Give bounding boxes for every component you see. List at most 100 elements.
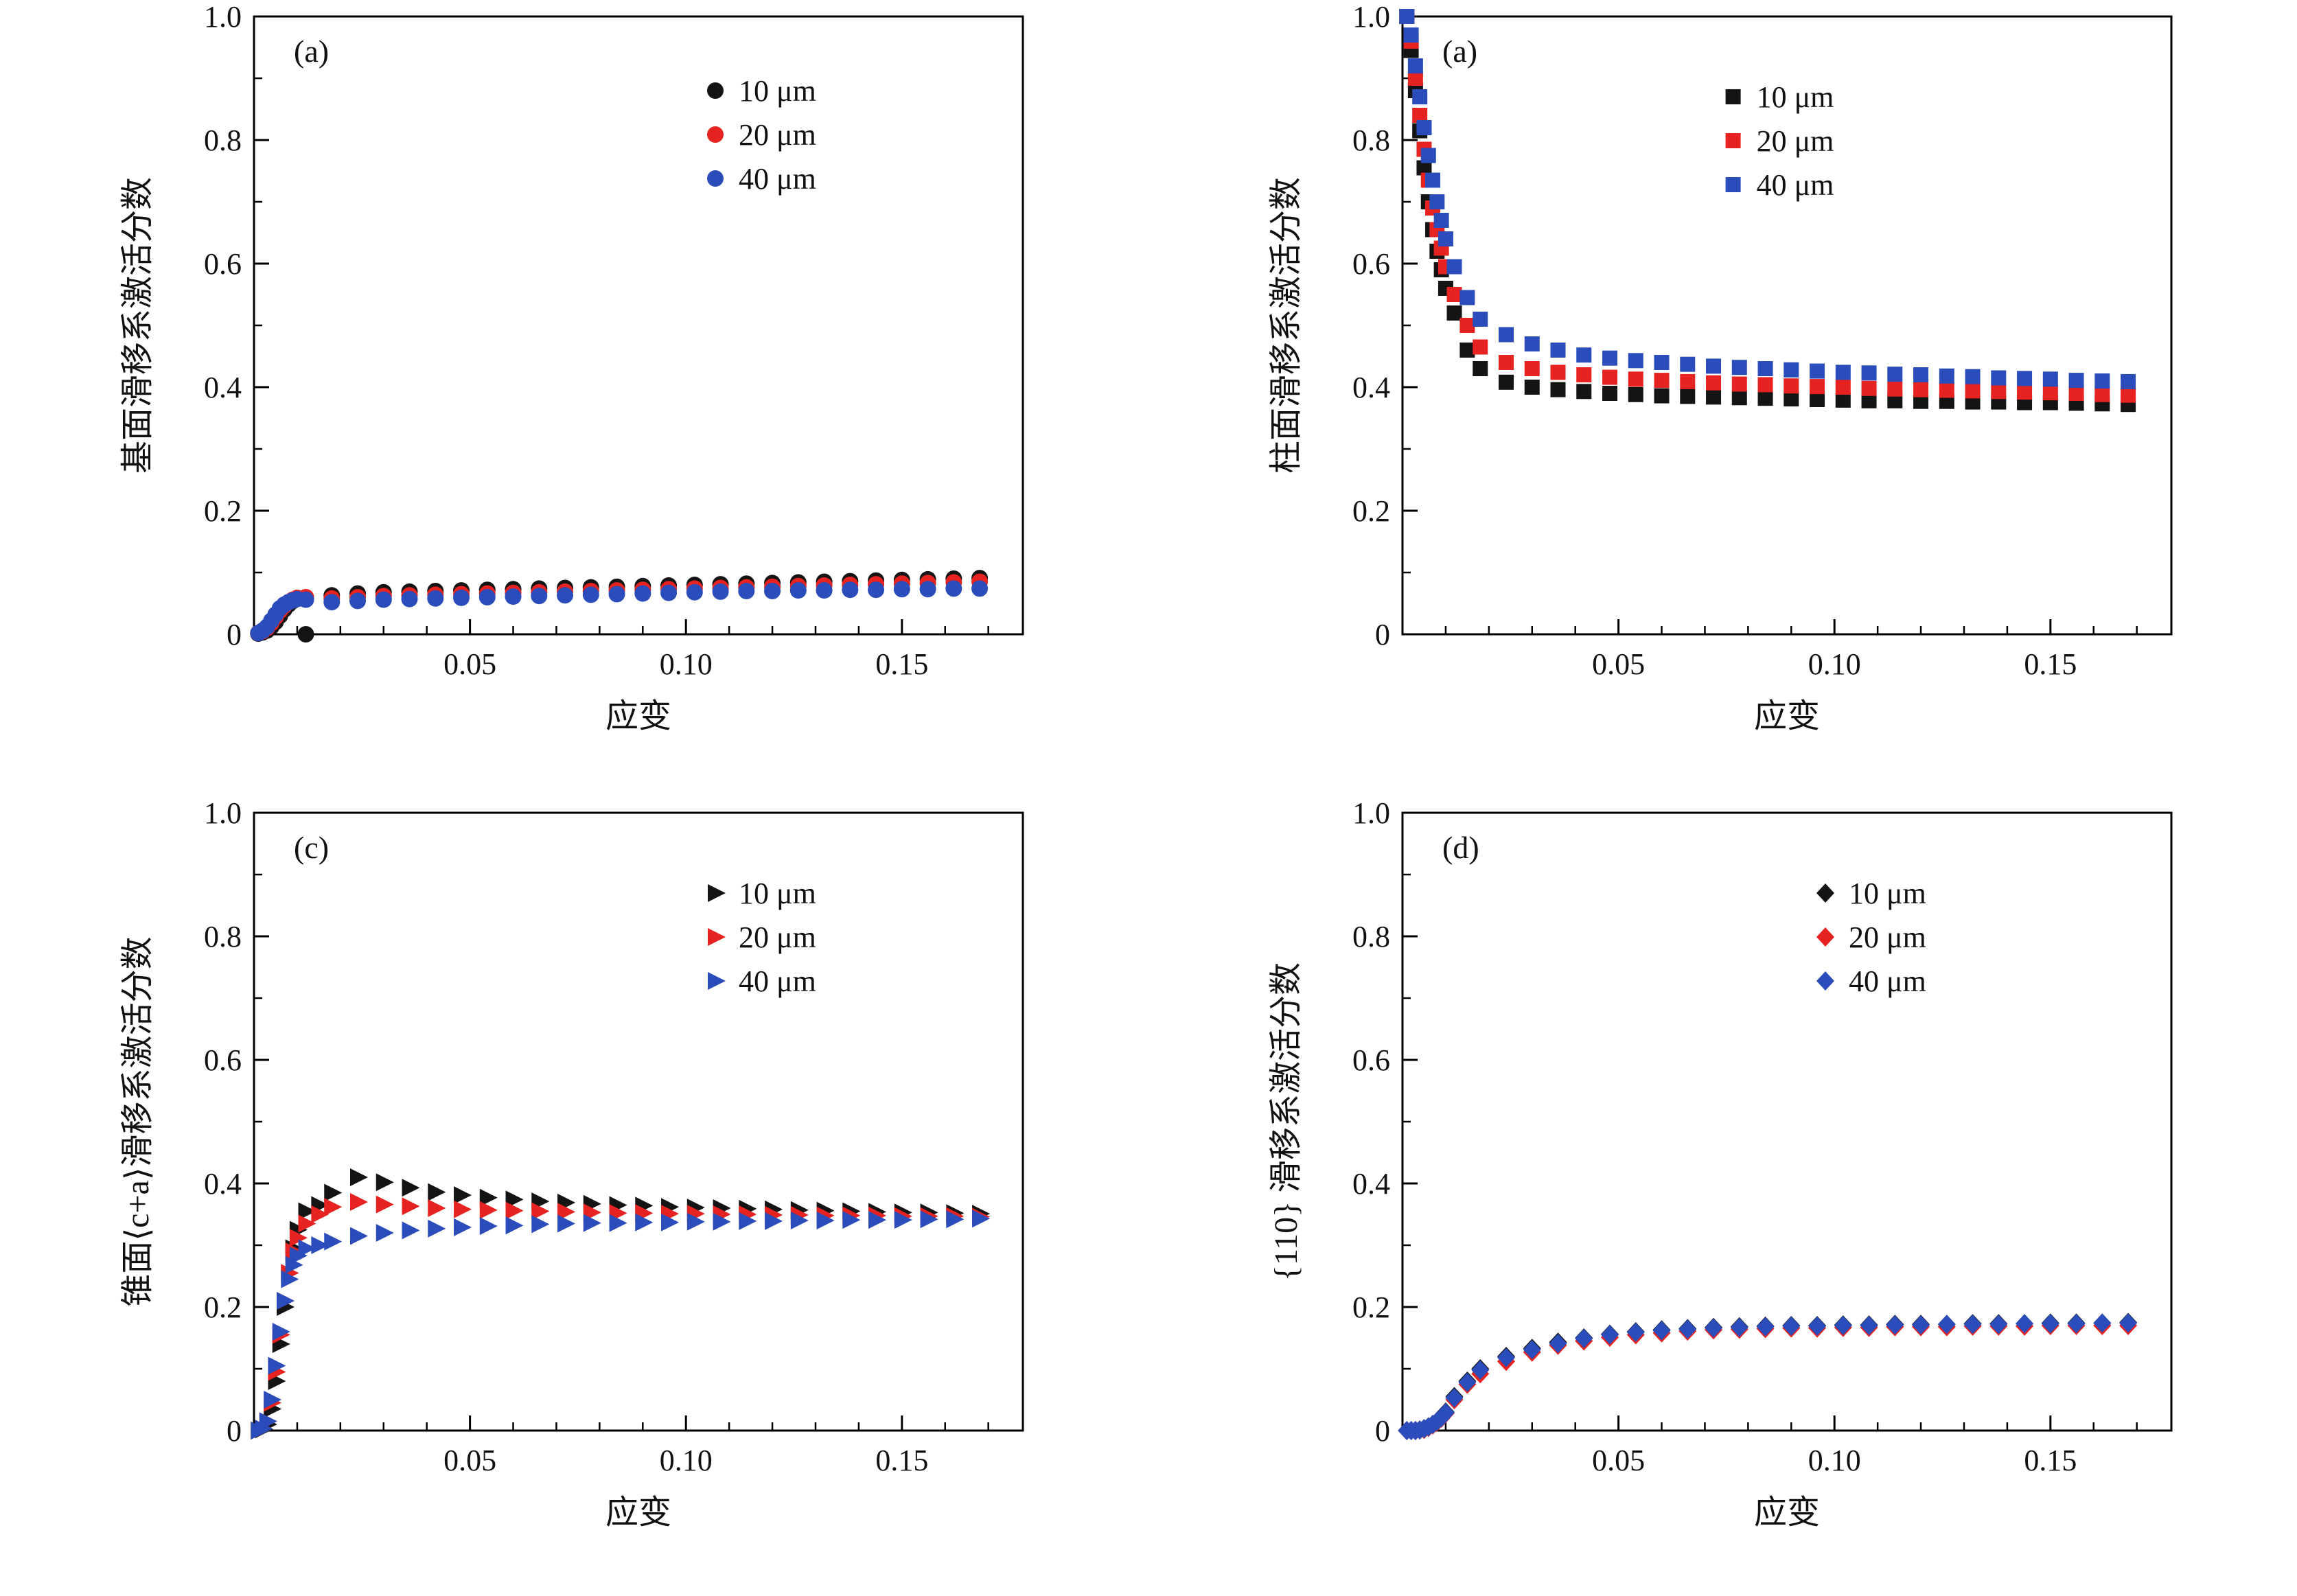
data-point <box>919 581 936 598</box>
legend-label: 10 μm <box>739 74 816 108</box>
data-point <box>1628 371 1643 387</box>
y-tick-label: 0.8 <box>1352 124 1390 157</box>
data-point <box>686 583 703 601</box>
data-point <box>1731 376 1747 392</box>
x-tick-label: 0.10 <box>660 1444 713 1477</box>
data-point <box>1835 380 1851 395</box>
data-point <box>1602 350 1618 366</box>
legend-marker-diamond <box>1816 883 1834 903</box>
data-point <box>1602 386 1618 401</box>
data-point <box>1576 347 1592 363</box>
y-tick-label: 0.2 <box>204 1291 242 1324</box>
data-point <box>893 581 910 598</box>
data-point <box>2042 371 2058 387</box>
data-point <box>842 1211 861 1229</box>
data-point <box>1473 361 1488 376</box>
data-point <box>1731 390 1747 406</box>
x-tick-label: 0.10 <box>1808 647 1861 681</box>
data-point <box>712 583 729 600</box>
data-point <box>298 1202 316 1221</box>
legend-marker-square <box>1725 133 1741 148</box>
y-tick-label: 0 <box>1375 618 1390 651</box>
data-point <box>1731 360 1747 375</box>
data-point <box>2121 387 2136 403</box>
data-point <box>868 1211 887 1229</box>
data-point <box>1626 1322 1645 1342</box>
y-axis-label: 基面滑移系激活分数 <box>119 177 156 474</box>
panel-label: (c) <box>294 830 329 865</box>
data-point <box>1601 1325 1619 1345</box>
data-point <box>428 1183 446 1201</box>
y-axis-label: 锥面⟨c+a⟩滑移系激活分数 <box>119 936 156 1306</box>
x-tick-label: 0.15 <box>875 647 928 681</box>
legend-label: 40 μm <box>739 162 816 196</box>
y-axis-label: {110} 滑移系激活分数 <box>1268 962 1304 1281</box>
data-point <box>1887 367 1903 382</box>
legend-label: 20 μm <box>739 118 816 152</box>
data-point <box>376 1195 394 1214</box>
x-tick-label: 0.05 <box>1592 647 1645 681</box>
y-tick-label: 0.4 <box>204 371 242 404</box>
data-point <box>583 1214 601 1232</box>
data-point <box>1965 383 1981 399</box>
legend-marker-triangle-right <box>708 884 726 902</box>
data-point <box>634 585 651 602</box>
legend-label: 40 μm <box>739 964 816 998</box>
data-point <box>686 1212 705 1231</box>
legend-item: 40 μm <box>1816 964 1926 998</box>
legend-item: 10 μm <box>1816 877 1926 910</box>
x-axis-label: 应变 <box>605 698 671 735</box>
legend-item: 40 μm <box>708 964 816 998</box>
data-point <box>453 589 470 606</box>
series-20 μm <box>1399 9 2136 403</box>
data-point <box>1497 1348 1516 1367</box>
data-point <box>1835 392 1851 408</box>
data-point <box>1861 393 1877 408</box>
data-point <box>1576 367 1592 382</box>
legend-marker-circle <box>707 126 724 143</box>
data-point <box>268 1356 286 1375</box>
data-point <box>297 626 314 643</box>
data-point <box>738 583 755 599</box>
data-point <box>323 594 340 611</box>
data-point <box>350 1227 369 1245</box>
data-point <box>298 1239 316 1258</box>
data-point <box>1446 287 1462 302</box>
data-point <box>505 1201 524 1220</box>
data-point <box>1550 343 1566 358</box>
x-tick-label: 0.05 <box>443 647 496 681</box>
data-point <box>454 1200 472 1218</box>
x-tick-label: 0.15 <box>2024 1444 2077 1477</box>
legend-item: 20 μm <box>1725 124 1834 158</box>
data-point <box>1730 1317 1748 1337</box>
data-point <box>1575 1328 1593 1348</box>
y-tick-label: 0.2 <box>1352 1291 1390 1324</box>
data-point <box>277 1292 295 1310</box>
y-tick-label: 0.8 <box>204 920 242 953</box>
data-point <box>531 1215 550 1234</box>
data-point <box>1654 355 1670 370</box>
data-point <box>1706 375 1722 391</box>
legend-marker-diamond <box>1816 927 1834 947</box>
data-point <box>1550 365 1566 380</box>
data-point <box>1416 160 1432 176</box>
legend-label: 20 μm <box>1849 921 1926 954</box>
data-point <box>790 1212 809 1229</box>
data-point <box>2121 373 2136 389</box>
data-point <box>1963 1315 1982 1334</box>
data-point <box>1473 339 1488 355</box>
data-point <box>842 581 859 599</box>
data-point <box>1680 373 1696 389</box>
data-point <box>1446 305 1462 321</box>
series-10 μm <box>251 1168 991 1439</box>
legend-marker-square <box>1725 89 1741 104</box>
chart-panel-110: 0.05 0.10 0.15 0 0.2 0.4 0.6 0.8 1.0 应变 {110} 滑移系激… <box>1148 796 2297 1593</box>
data-point <box>972 1210 991 1228</box>
data-point <box>1425 172 1441 188</box>
y-tick-label: 1.0 <box>204 796 242 830</box>
data-point <box>1784 391 1799 407</box>
data-point <box>1784 378 1799 394</box>
data-point <box>1499 355 1514 370</box>
y-tick-label: 0.6 <box>204 247 242 281</box>
data-point <box>2042 385 2058 401</box>
